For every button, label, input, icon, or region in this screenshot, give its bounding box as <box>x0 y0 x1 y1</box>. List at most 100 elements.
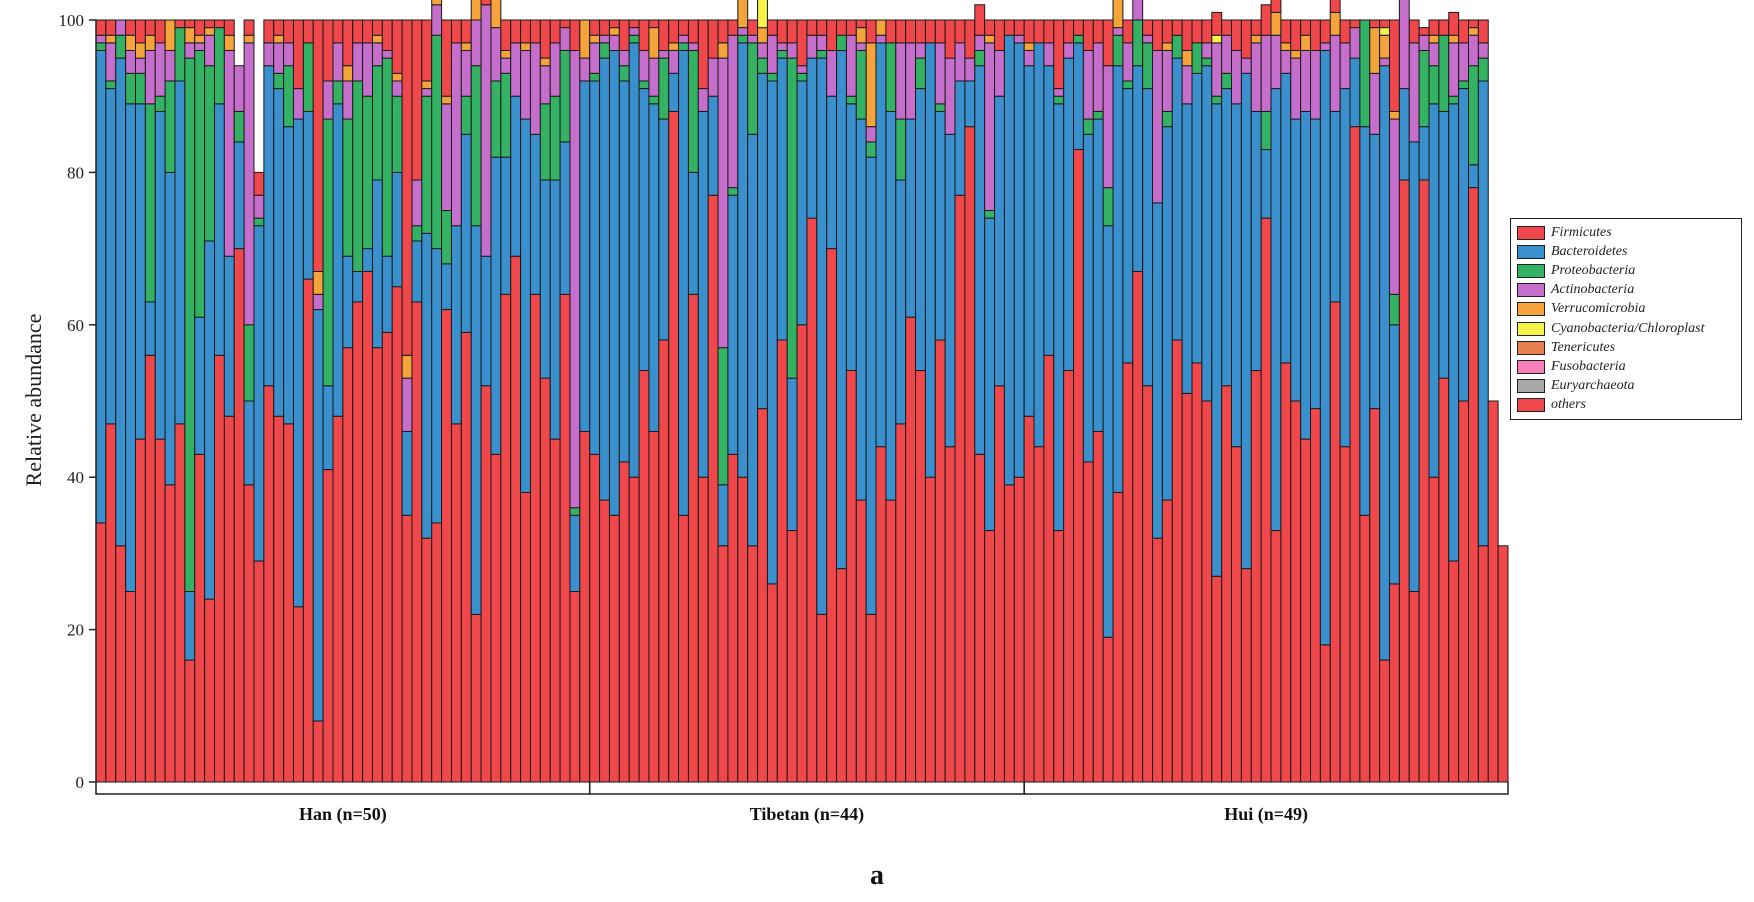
bar-segment-5-sample-35 <box>431 0 443 6</box>
legend-label-2: Bacteroidetes <box>1551 243 1628 259</box>
bar-segment-10-sample-60 <box>678 19 689 36</box>
bar-segment-1-sample-102 <box>1092 430 1104 783</box>
group-label-2: Tibetan (n=44) <box>750 804 864 825</box>
bar-segment-10-sample-30 <box>381 19 393 51</box>
bar-segment-2-sample-79 <box>865 156 877 615</box>
bar-segment-2-sample-120 <box>1270 88 1282 532</box>
bar-segment-1-sample-59 <box>668 110 680 783</box>
bar-segment-2-sample-89 <box>964 80 976 128</box>
bar-segment-1-sample-10 <box>184 659 196 783</box>
bar-segment-1-sample-29 <box>371 347 383 783</box>
bar-segment-10-sample-23 <box>312 19 324 272</box>
bar-segment-4-sample-45 <box>529 42 541 135</box>
bar-segment-4-sample-1 <box>95 34 107 44</box>
bar-segment-5-sample-79 <box>865 42 877 128</box>
bar-segment-3-sample-58 <box>658 57 670 120</box>
bar-segment-3-sample-52 <box>599 42 610 59</box>
bar-segment-10-sample-70 <box>776 19 788 44</box>
legend-label-3: Proteobacteria <box>1551 262 1636 278</box>
bar-segment-1-sample-39 <box>470 613 482 783</box>
legend-item-6: Cyanobacteria/Chloroplast <box>1517 319 1735 338</box>
bar-segment-2-sample-80 <box>875 42 887 448</box>
bar-segment-1-sample-8 <box>164 484 176 783</box>
bar-segment-5-sample-140 <box>1468 27 1479 36</box>
bar-segment-10-sample-122 <box>1290 19 1302 51</box>
bar-segment-5-sample-42 <box>500 49 512 59</box>
bar-segment-10-sample-12 <box>204 19 215 29</box>
bar-segment-5-sample-34 <box>421 80 433 90</box>
bar-segment-2-sample-9 <box>174 80 186 425</box>
bar-segment-10-sample-132 <box>1389 19 1400 112</box>
bar-segment-4-sample-102 <box>1092 42 1104 112</box>
bar-segment-2-sample-37 <box>450 225 462 425</box>
bars-layer <box>95 0 1509 783</box>
bar-segment-1-sample-26 <box>342 347 354 783</box>
bar-segment-4-sample-80 <box>875 34 887 44</box>
bar-segment-10-sample-100 <box>1073 19 1084 36</box>
bar-segment-3-sample-6 <box>144 103 156 303</box>
bar-segment-1-sample-100 <box>1073 149 1084 783</box>
bar-segment-2-sample-84 <box>915 88 926 372</box>
bar-segment-4-sample-109 <box>1161 49 1173 112</box>
bar-segment-5-sample-122 <box>1290 49 1302 59</box>
bar-segment-2-sample-48 <box>559 141 571 295</box>
bar-segment-3-sample-48 <box>559 49 571 143</box>
bar-segment-10-sample-16 <box>243 19 255 36</box>
legend-item-8: Fusobacteria <box>1517 357 1735 376</box>
bar-segment-4-sample-66 <box>737 27 749 36</box>
bar-segment-1-sample-104 <box>1112 491 1124 783</box>
bar-segment-3-sample-81 <box>885 42 897 112</box>
bar-segment-4-sample-15 <box>233 65 245 112</box>
bar-segment-2-sample-68 <box>757 72 768 410</box>
bar-segment-4-sample-12 <box>204 34 215 67</box>
bar-segment-10-sample-64 <box>717 19 729 44</box>
bar-segment-10-sample-102 <box>1092 19 1104 44</box>
bar-segment-1-sample-90 <box>974 453 986 783</box>
bar-segment-5-sample-39 <box>470 0 482 21</box>
bar-segment-4-sample-69 <box>766 34 778 74</box>
bar-segment-1-sample-33 <box>411 301 423 783</box>
bar-segment-3-sample-46 <box>539 103 551 181</box>
bar-segment-1-sample-80 <box>875 446 887 783</box>
bar-segment-10-sample-90 <box>974 4 986 36</box>
bar-segment-1-sample-119 <box>1260 217 1272 783</box>
bar-segment-2-sample-109 <box>1161 126 1173 501</box>
bar-segment-10-sample-89 <box>964 19 976 59</box>
bar-segment-2-sample-28 <box>362 248 373 272</box>
bar-segment-2-sample-134 <box>1408 141 1420 592</box>
bar-segment-10-sample-123 <box>1300 19 1312 36</box>
bar-segment-4-sample-87 <box>944 57 956 135</box>
bar-segment-2-sample-23 <box>312 309 324 722</box>
bar-segment-4-sample-121 <box>1280 49 1292 74</box>
bar-segment-10-sample-34 <box>421 19 433 82</box>
bar-segment-4-sample-64 <box>717 57 729 349</box>
bar-segment-2-sample-72 <box>796 80 808 326</box>
bar-segment-4-sample-49 <box>569 49 581 509</box>
bar-segment-2-sample-105 <box>1122 88 1134 364</box>
bar-segment-2-sample-18 <box>263 65 275 387</box>
bar-segment-2-sample-83 <box>905 118 917 318</box>
bar-segment-3-sample-91 <box>984 210 996 219</box>
bar-segment-1-sample-28 <box>362 270 373 783</box>
bar-segment-2-sample-57 <box>648 103 660 432</box>
bar-segment-10-sample-114 <box>1211 11 1223 36</box>
bar-segment-1-sample-57 <box>648 430 660 783</box>
bar-segment-1-sample-65 <box>727 453 739 783</box>
bar-segment-2-sample-99 <box>1063 57 1075 372</box>
bar-segment-10-sample-75 <box>826 19 838 51</box>
bar-segment-3-sample-11 <box>194 49 206 318</box>
bar-segment-4-sample-111 <box>1181 65 1193 105</box>
bar-segment-3-sample-39 <box>470 65 482 227</box>
bar-segment-4-sample-35 <box>431 4 443 36</box>
bar-segment-1-sample-105 <box>1122 362 1134 783</box>
bar-segment-3-sample-47 <box>549 95 561 181</box>
bar-segment-4-sample-124 <box>1310 49 1321 120</box>
bar-segment-1-sample-38 <box>460 331 472 783</box>
bar-segment-2-sample-15 <box>233 141 245 250</box>
bar-segment-2-sample-91 <box>984 217 996 532</box>
bar-segment-5-sample-50 <box>579 19 591 59</box>
bar-segment-2-sample-19 <box>273 88 285 417</box>
bar-segment-1-sample-48 <box>559 293 571 783</box>
bar-segment-2-sample-119 <box>1260 149 1272 219</box>
bar-segment-2-sample-141 <box>1477 80 1489 547</box>
